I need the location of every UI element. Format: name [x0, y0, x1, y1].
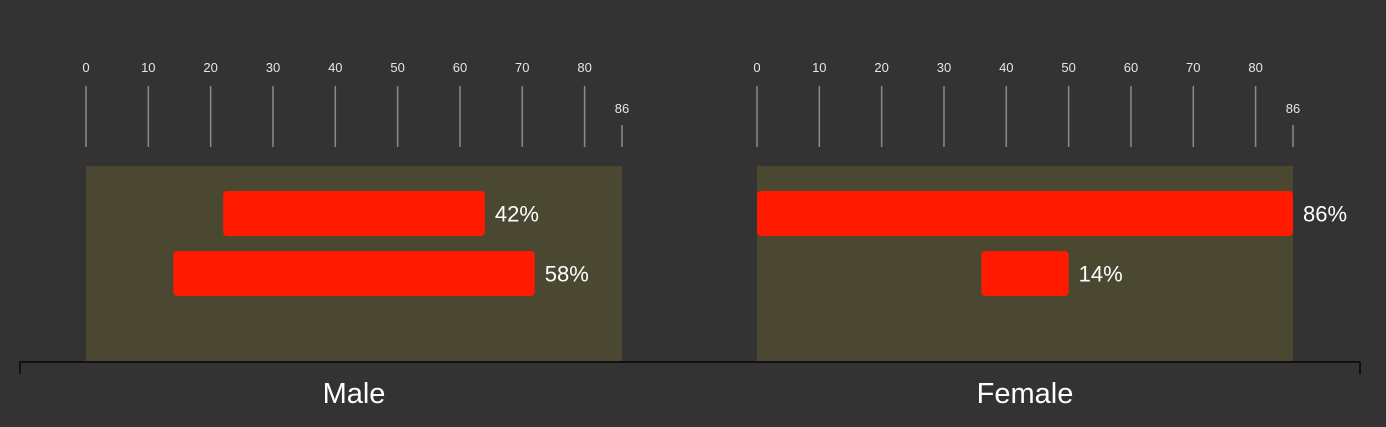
tick-label-end: 86	[615, 101, 629, 116]
bar-value-label: 14%	[1079, 262, 1123, 287]
tick-label: 50	[390, 60, 404, 75]
bar-value-label: 42%	[495, 202, 539, 227]
tick-label-end: 86	[1286, 101, 1300, 116]
tick-label: 80	[1248, 60, 1262, 75]
bar	[757, 191, 1293, 236]
tick-label: 60	[1124, 60, 1138, 75]
tick-label: 40	[328, 60, 342, 75]
panel-female: 0 10 20 30 40 50 60 70 80 86 86% 14% Female	[753, 60, 1347, 410]
bar	[173, 251, 535, 296]
tick-label: 0	[753, 60, 760, 75]
panels-layer: 0 10 20 30 40 50 60 70 80 86 42% 58% Male 0 10 20 30 40 50…	[82, 60, 1347, 410]
tick-label: 70	[515, 60, 529, 75]
bar	[981, 251, 1069, 296]
panel-category-label: Female	[977, 378, 1074, 410]
bar	[223, 191, 485, 236]
tick-label: 0	[82, 60, 89, 75]
tick-label: 80	[577, 60, 591, 75]
tick-label: 50	[1061, 60, 1075, 75]
panel-category-label: Male	[323, 378, 386, 410]
tick-label: 30	[266, 60, 280, 75]
tick-label: 20	[203, 60, 217, 75]
tick-label: 30	[937, 60, 951, 75]
panel-male: 0 10 20 30 40 50 60 70 80 86 42% 58% Male	[82, 60, 629, 410]
tick-label: 60	[453, 60, 467, 75]
tick-label: 40	[999, 60, 1013, 75]
tick-label: 10	[812, 60, 826, 75]
tick-label: 20	[874, 60, 888, 75]
tick-label: 10	[141, 60, 155, 75]
tick-label: 70	[1186, 60, 1200, 75]
bar-value-label: 58%	[545, 262, 589, 287]
bar-value-label: 86%	[1303, 202, 1347, 227]
